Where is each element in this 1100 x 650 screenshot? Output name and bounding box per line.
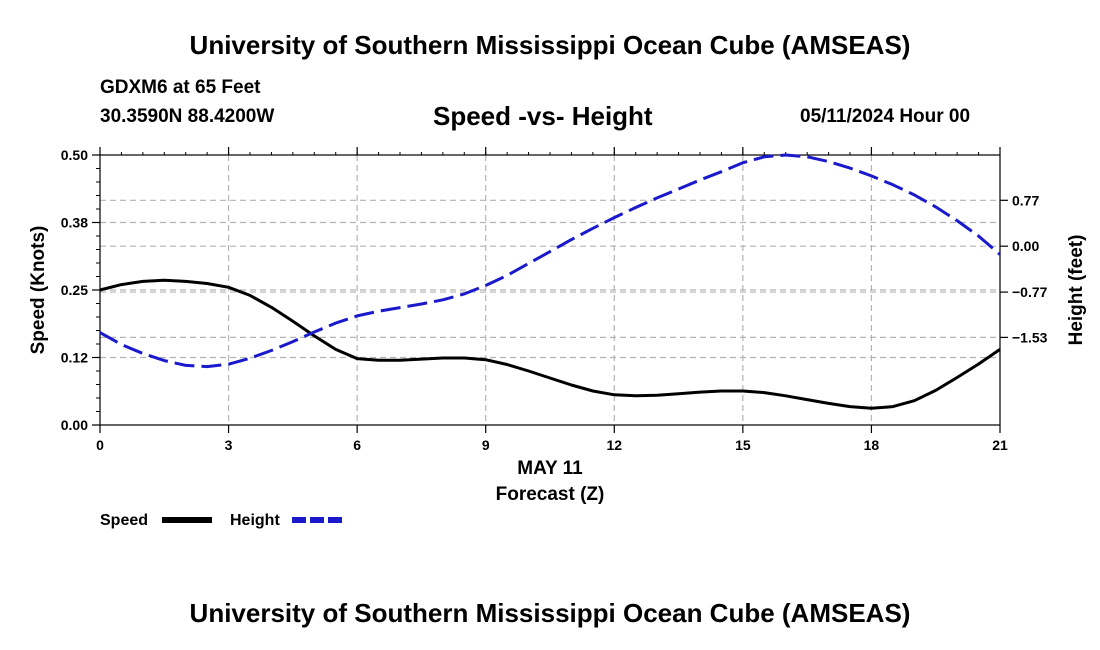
tick-labels: 0 3 6 9 12 15 18 21 0.00 0.12 0.25 0.38 0.50 −1.53 −0.… — [61, 147, 1048, 453]
y-tick-label: 0.12 — [61, 350, 88, 366]
axis-ticks — [92, 147, 1008, 433]
chart-series — [99, 153, 1001, 410]
y-tick-label: 0.00 — [61, 417, 88, 433]
y-tick-label: 0.38 — [61, 215, 88, 231]
x-tick-label: 9 — [482, 437, 490, 453]
y2-tick-label: −0.77 — [1012, 284, 1048, 300]
y-tick-label: 0.25 — [61, 282, 88, 298]
series-line-speed — [99, 278, 1001, 410]
x-tick-label: 3 — [225, 437, 233, 453]
x-tick-label: 6 — [353, 437, 361, 453]
x-tick-label: 18 — [864, 437, 880, 453]
x-axis-label: Forecast (Z) — [496, 484, 605, 505]
legend-label-height: Height — [230, 512, 280, 529]
y2-axis-label: Height (feet) — [1066, 235, 1087, 346]
y-axis-label: Speed (Knots) — [28, 226, 49, 355]
x-axis-date-label: MAY 11 — [517, 458, 583, 479]
y-tick-label: 0.50 — [61, 147, 88, 163]
legend: Speed Height — [100, 512, 342, 529]
chart-subtitle: Speed -vs- Height — [433, 101, 653, 131]
x-tick-label: 15 — [735, 437, 751, 453]
x-tick-label: 0 — [96, 437, 104, 453]
station-coordinates: 30.3590N 88.4200W — [100, 106, 275, 127]
station-name: GDXM6 at 65 Feet — [100, 77, 261, 98]
y2-tick-label: −1.53 — [1012, 329, 1048, 345]
forecast-datetime: 05/11/2024 Hour 00 — [800, 106, 971, 127]
x-tick-label: 12 — [606, 437, 622, 453]
y2-tick-label: 0.77 — [1012, 192, 1039, 208]
legend-label-speed: Speed — [100, 512, 148, 529]
chart-gridlines — [100, 155, 1000, 425]
footer-title: University of Southern Mississippi Ocean… — [189, 598, 911, 628]
page-title: University of Southern Mississippi Ocean… — [189, 30, 911, 60]
x-tick-label: 21 — [992, 437, 1008, 453]
y2-tick-label: 0.00 — [1012, 238, 1039, 254]
series-line-height — [99, 153, 1001, 369]
